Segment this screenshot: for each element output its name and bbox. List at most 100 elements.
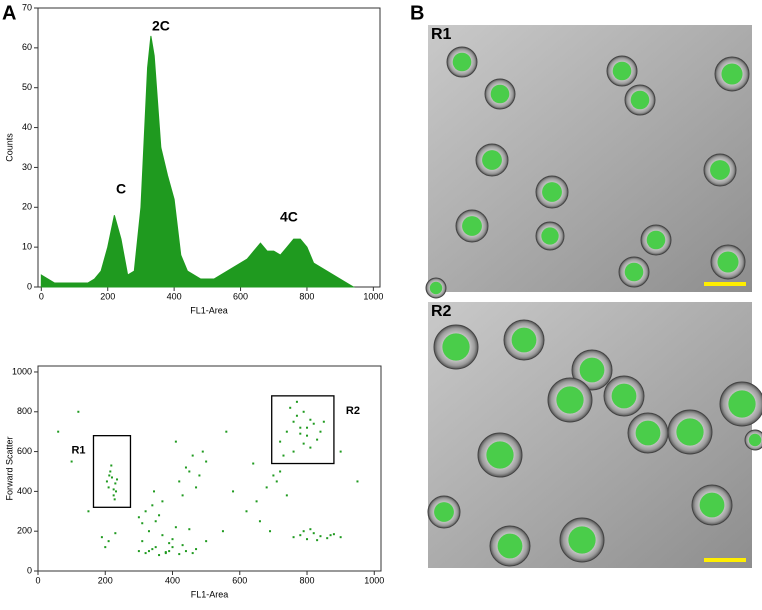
- gate-label: R1: [71, 445, 85, 457]
- point: [198, 474, 201, 477]
- point: [116, 478, 119, 481]
- point: [265, 486, 268, 489]
- cell-nucleus: [568, 526, 596, 554]
- point: [114, 482, 117, 485]
- point: [302, 410, 305, 413]
- point: [153, 490, 156, 493]
- x-tick-label: 600: [233, 291, 248, 301]
- cell-nucleus: [490, 84, 510, 104]
- cell-nucleus: [429, 281, 443, 295]
- x-axis-title: FL1-Area: [190, 305, 228, 315]
- cell-nucleus: [710, 160, 730, 180]
- y-axis-title: Forward Scatter: [4, 436, 14, 500]
- cell-nucleus: [452, 52, 472, 72]
- point: [292, 536, 295, 539]
- x-tick-label: 1000: [364, 575, 384, 585]
- point: [57, 430, 60, 433]
- x-tick-label: 0: [35, 575, 40, 585]
- point: [107, 486, 110, 489]
- gate: [92, 435, 132, 508]
- y-tick-label: 60: [22, 42, 32, 52]
- x-tick-label: 1000: [363, 291, 383, 301]
- cell-nucleus: [556, 386, 584, 414]
- point: [295, 400, 298, 403]
- x-tick-label: 400: [165, 575, 180, 585]
- point: [141, 522, 144, 525]
- point: [171, 546, 174, 549]
- x-tick-label: 0: [39, 291, 44, 301]
- point: [285, 494, 288, 497]
- point: [161, 500, 164, 503]
- point: [245, 510, 248, 513]
- point: [191, 552, 194, 555]
- point: [329, 534, 332, 537]
- point: [174, 526, 177, 529]
- panel-letter: B: [410, 2, 424, 24]
- point: [272, 474, 275, 477]
- y-tick-label: 200: [17, 526, 32, 536]
- y-tick-label: 30: [22, 162, 32, 172]
- point: [339, 536, 342, 539]
- point: [252, 462, 255, 465]
- point: [161, 534, 164, 537]
- cell-nucleus: [717, 251, 739, 273]
- scale-bar: [704, 282, 746, 286]
- point: [316, 438, 319, 441]
- gate-label: R2: [346, 405, 360, 417]
- point: [137, 550, 140, 553]
- point: [158, 554, 161, 557]
- point: [110, 464, 113, 467]
- cell-nucleus: [497, 533, 523, 559]
- cell-nucleus: [482, 150, 502, 170]
- point: [275, 480, 278, 483]
- point: [154, 546, 157, 549]
- point: [269, 530, 272, 533]
- point: [184, 466, 187, 469]
- point: [279, 440, 282, 443]
- x-tick-label: 200: [100, 291, 115, 301]
- point: [285, 430, 288, 433]
- point: [188, 470, 191, 473]
- x-tick-label: 200: [98, 575, 113, 585]
- point: [225, 430, 228, 433]
- point: [312, 422, 315, 425]
- cell-nucleus: [542, 182, 562, 202]
- point: [309, 418, 312, 421]
- point: [299, 432, 302, 435]
- y-tick-label: 0: [27, 281, 32, 291]
- point: [115, 490, 118, 493]
- x-axis-title: FL1-Area: [191, 589, 229, 599]
- point: [112, 494, 115, 497]
- point: [332, 533, 335, 536]
- cell-nucleus: [486, 441, 514, 469]
- point: [309, 446, 312, 449]
- point: [141, 540, 144, 543]
- point: [195, 486, 198, 489]
- point: [306, 426, 309, 429]
- point: [114, 532, 117, 535]
- point: [184, 550, 187, 553]
- cell-nucleus: [635, 420, 661, 446]
- point: [292, 420, 295, 423]
- point: [105, 480, 108, 483]
- x-tick-label: 400: [167, 291, 182, 301]
- point: [289, 406, 292, 409]
- cell-nucleus: [579, 357, 605, 383]
- point: [171, 538, 174, 541]
- cell-nucleus: [630, 90, 650, 110]
- image-label: R1: [431, 26, 452, 43]
- plot-frame: [37, 365, 382, 572]
- point: [316, 539, 319, 542]
- point: [339, 450, 342, 453]
- point: [221, 530, 224, 533]
- y-tick-label: 800: [17, 406, 32, 416]
- y-tick-label: 20: [22, 202, 32, 212]
- point: [188, 528, 191, 531]
- point: [147, 530, 150, 533]
- point: [299, 534, 302, 537]
- point: [255, 500, 258, 503]
- point: [356, 480, 359, 483]
- point: [302, 530, 305, 533]
- point: [87, 510, 90, 513]
